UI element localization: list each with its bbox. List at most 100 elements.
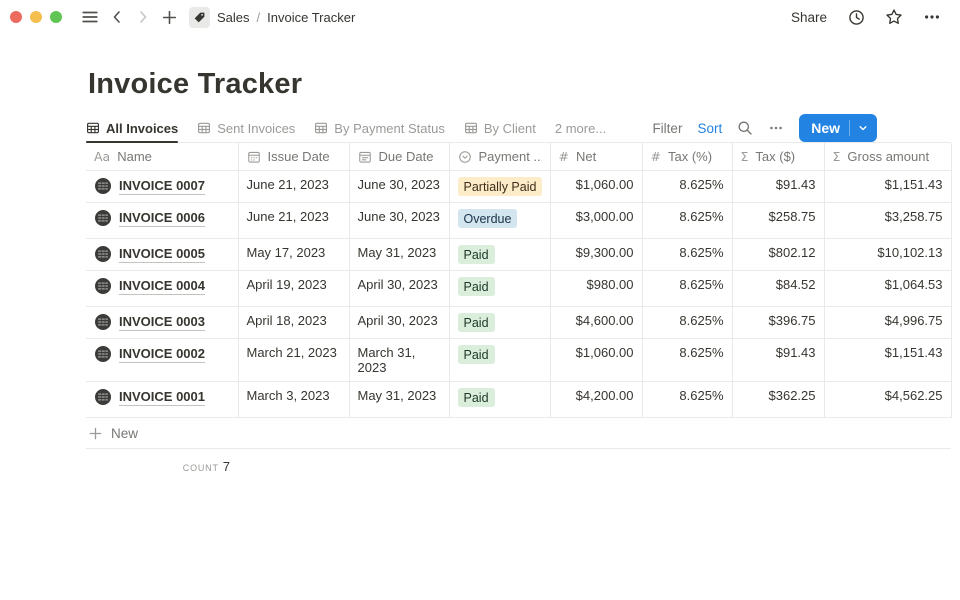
tax-pct-cell[interactable]: 8.625%: [642, 381, 733, 418]
updates-clock-icon[interactable]: [848, 9, 865, 26]
due-date-cell[interactable]: April 30, 2023: [349, 270, 450, 307]
issue-date-cell[interactable]: April 18, 2023: [238, 306, 350, 339]
net-cell[interactable]: $3,000.00: [550, 202, 643, 239]
forward-icon[interactable]: [135, 9, 151, 25]
sidebar-menu-icon[interactable]: [81, 8, 99, 26]
name-cell[interactable]: INVOICE 0006: [86, 202, 239, 239]
invoice-link[interactable]: INVOICE 0002: [119, 346, 205, 363]
due-date-cell[interactable]: June 30, 2023: [349, 170, 450, 203]
tab-sent-invoices[interactable]: Sent Invoices: [197, 114, 295, 142]
more-views-button[interactable]: 2 more...: [554, 120, 607, 136]
minimize-window-button[interactable]: [30, 11, 42, 23]
name-cell[interactable]: INVOICE 0003: [86, 306, 239, 339]
hash-icon: #: [650, 149, 661, 164]
column-header-issue-date[interactable]: Issue Date: [238, 143, 350, 171]
tax-usd-cell[interactable]: $396.75: [732, 306, 825, 339]
filter-button[interactable]: Filter: [652, 120, 683, 136]
name-cell[interactable]: INVOICE 0001: [86, 381, 239, 418]
tax-usd-cell[interactable]: $258.75: [732, 202, 825, 239]
net-cell[interactable]: $1,060.00: [550, 170, 643, 203]
tax-pct-cell[interactable]: 8.625%: [642, 170, 733, 203]
gross-amount-cell[interactable]: $4,562.25: [824, 381, 952, 418]
column-header-gross-amount[interactable]: Σ Gross amount: [824, 143, 952, 171]
name-cell[interactable]: INVOICE 0004: [86, 270, 239, 307]
tab-by-client[interactable]: By Client: [464, 114, 536, 142]
breadcrumb-section[interactable]: Sales: [217, 9, 250, 25]
tab-by-payment-status[interactable]: By Payment Status: [314, 114, 445, 142]
search-icon[interactable]: [737, 120, 753, 136]
gross-amount-cell[interactable]: $1,151.43: [824, 338, 952, 382]
due-date-cell[interactable]: April 30, 2023: [349, 306, 450, 339]
issue-date-cell[interactable]: June 21, 2023: [238, 202, 350, 239]
column-header-tax-pct[interactable]: # Tax (%): [642, 143, 733, 171]
due-date-cell[interactable]: May 31, 2023: [349, 381, 450, 418]
add-new-row-button[interactable]: New: [86, 418, 951, 449]
zoom-window-button[interactable]: [50, 11, 62, 23]
invoice-link[interactable]: INVOICE 0005: [119, 246, 205, 263]
payment-status-cell[interactable]: Paid: [449, 270, 551, 307]
column-header-net[interactable]: # Net: [550, 143, 643, 171]
name-cell[interactable]: INVOICE 0002: [86, 338, 239, 382]
tax-pct-cell[interactable]: 8.625%: [642, 238, 733, 271]
column-header-name[interactable]: Aa Name: [86, 143, 239, 171]
column-header-due-date[interactable]: Due Date: [349, 143, 450, 171]
due-date-cell[interactable]: March 31, 2023: [349, 338, 450, 382]
count-label[interactable]: count: [182, 463, 219, 473]
issue-date-cell[interactable]: April 19, 2023: [238, 270, 350, 307]
tax-usd-cell[interactable]: $802.12: [732, 238, 825, 271]
favorite-star-icon[interactable]: [885, 8, 903, 26]
payment-status-cell[interactable]: Paid: [449, 306, 551, 339]
tax-pct-cell[interactable]: 8.625%: [642, 306, 733, 339]
tab-all-invoices[interactable]: All Invoices: [86, 114, 179, 143]
tax-pct-cell[interactable]: 8.625%: [642, 202, 733, 239]
gross-amount-cell[interactable]: $3,258.75: [824, 202, 952, 239]
issue-date-cell[interactable]: March 21, 2023: [238, 338, 350, 382]
sort-button[interactable]: Sort: [697, 120, 723, 136]
invoice-link[interactable]: INVOICE 0004: [119, 278, 205, 295]
status-badge: Paid: [457, 345, 495, 364]
more-options-icon[interactable]: [923, 8, 941, 26]
breadcrumb-page[interactable]: Invoice Tracker: [267, 9, 356, 25]
payment-status-cell[interactable]: Paid: [449, 381, 551, 418]
net-cell[interactable]: $4,600.00: [550, 306, 643, 339]
name-cell[interactable]: INVOICE 0007: [86, 170, 239, 203]
net-cell[interactable]: $980.00: [550, 270, 643, 307]
issue-date-cell[interactable]: May 17, 2023: [238, 238, 350, 271]
tax-pct-cell[interactable]: 8.625%: [642, 338, 733, 382]
invoice-link[interactable]: INVOICE 0006: [119, 210, 205, 227]
tax-pct-cell[interactable]: 8.625%: [642, 270, 733, 307]
chevron-down-icon[interactable]: [850, 123, 877, 133]
payment-status-cell[interactable]: Paid: [449, 338, 551, 382]
gross-amount-cell[interactable]: $1,151.43: [824, 170, 952, 203]
payment-status-cell[interactable]: Paid: [449, 238, 551, 271]
due-date-cell[interactable]: June 30, 2023: [349, 202, 450, 239]
gross-amount-cell[interactable]: $1,064.53: [824, 270, 952, 307]
invoice-link[interactable]: INVOICE 0007: [119, 178, 205, 195]
gross-amount-cell[interactable]: $4,996.75: [824, 306, 952, 339]
invoice-link[interactable]: INVOICE 0001: [119, 389, 205, 406]
column-header-payment-status[interactable]: Payment ...: [449, 143, 551, 171]
due-date-cell[interactable]: May 31, 2023: [349, 238, 450, 271]
invoice-link[interactable]: INVOICE 0003: [119, 314, 205, 331]
tax-usd-cell[interactable]: $91.43: [732, 338, 825, 382]
page-title[interactable]: Invoice Tracker: [88, 68, 303, 100]
tax-usd-cell[interactable]: $84.52: [732, 270, 825, 307]
back-icon[interactable]: [109, 9, 125, 25]
column-header-tax-usd[interactable]: Σ Tax ($): [732, 143, 825, 171]
issue-date-cell[interactable]: June 21, 2023: [238, 170, 350, 203]
issue-date-cell[interactable]: March 3, 2023: [238, 381, 350, 418]
gross-amount-cell[interactable]: $10,102.13: [824, 238, 952, 271]
net-cell[interactable]: $4,200.00: [550, 381, 643, 418]
view-options-ellipsis-icon[interactable]: [768, 120, 784, 136]
new-page-icon[interactable]: [161, 9, 178, 26]
tax-usd-cell[interactable]: $91.43: [732, 170, 825, 203]
new-button[interactable]: New: [799, 114, 877, 142]
name-cell[interactable]: INVOICE 0005: [86, 238, 239, 271]
tax-usd-cell[interactable]: $362.25: [732, 381, 825, 418]
close-window-button[interactable]: [10, 11, 22, 23]
net-cell[interactable]: $1,060.00: [550, 338, 643, 382]
payment-status-cell[interactable]: Overdue: [449, 202, 551, 239]
payment-status-cell[interactable]: Partially Paid: [449, 170, 551, 203]
net-cell[interactable]: $9,300.00: [550, 238, 643, 271]
share-button[interactable]: Share: [790, 9, 827, 25]
